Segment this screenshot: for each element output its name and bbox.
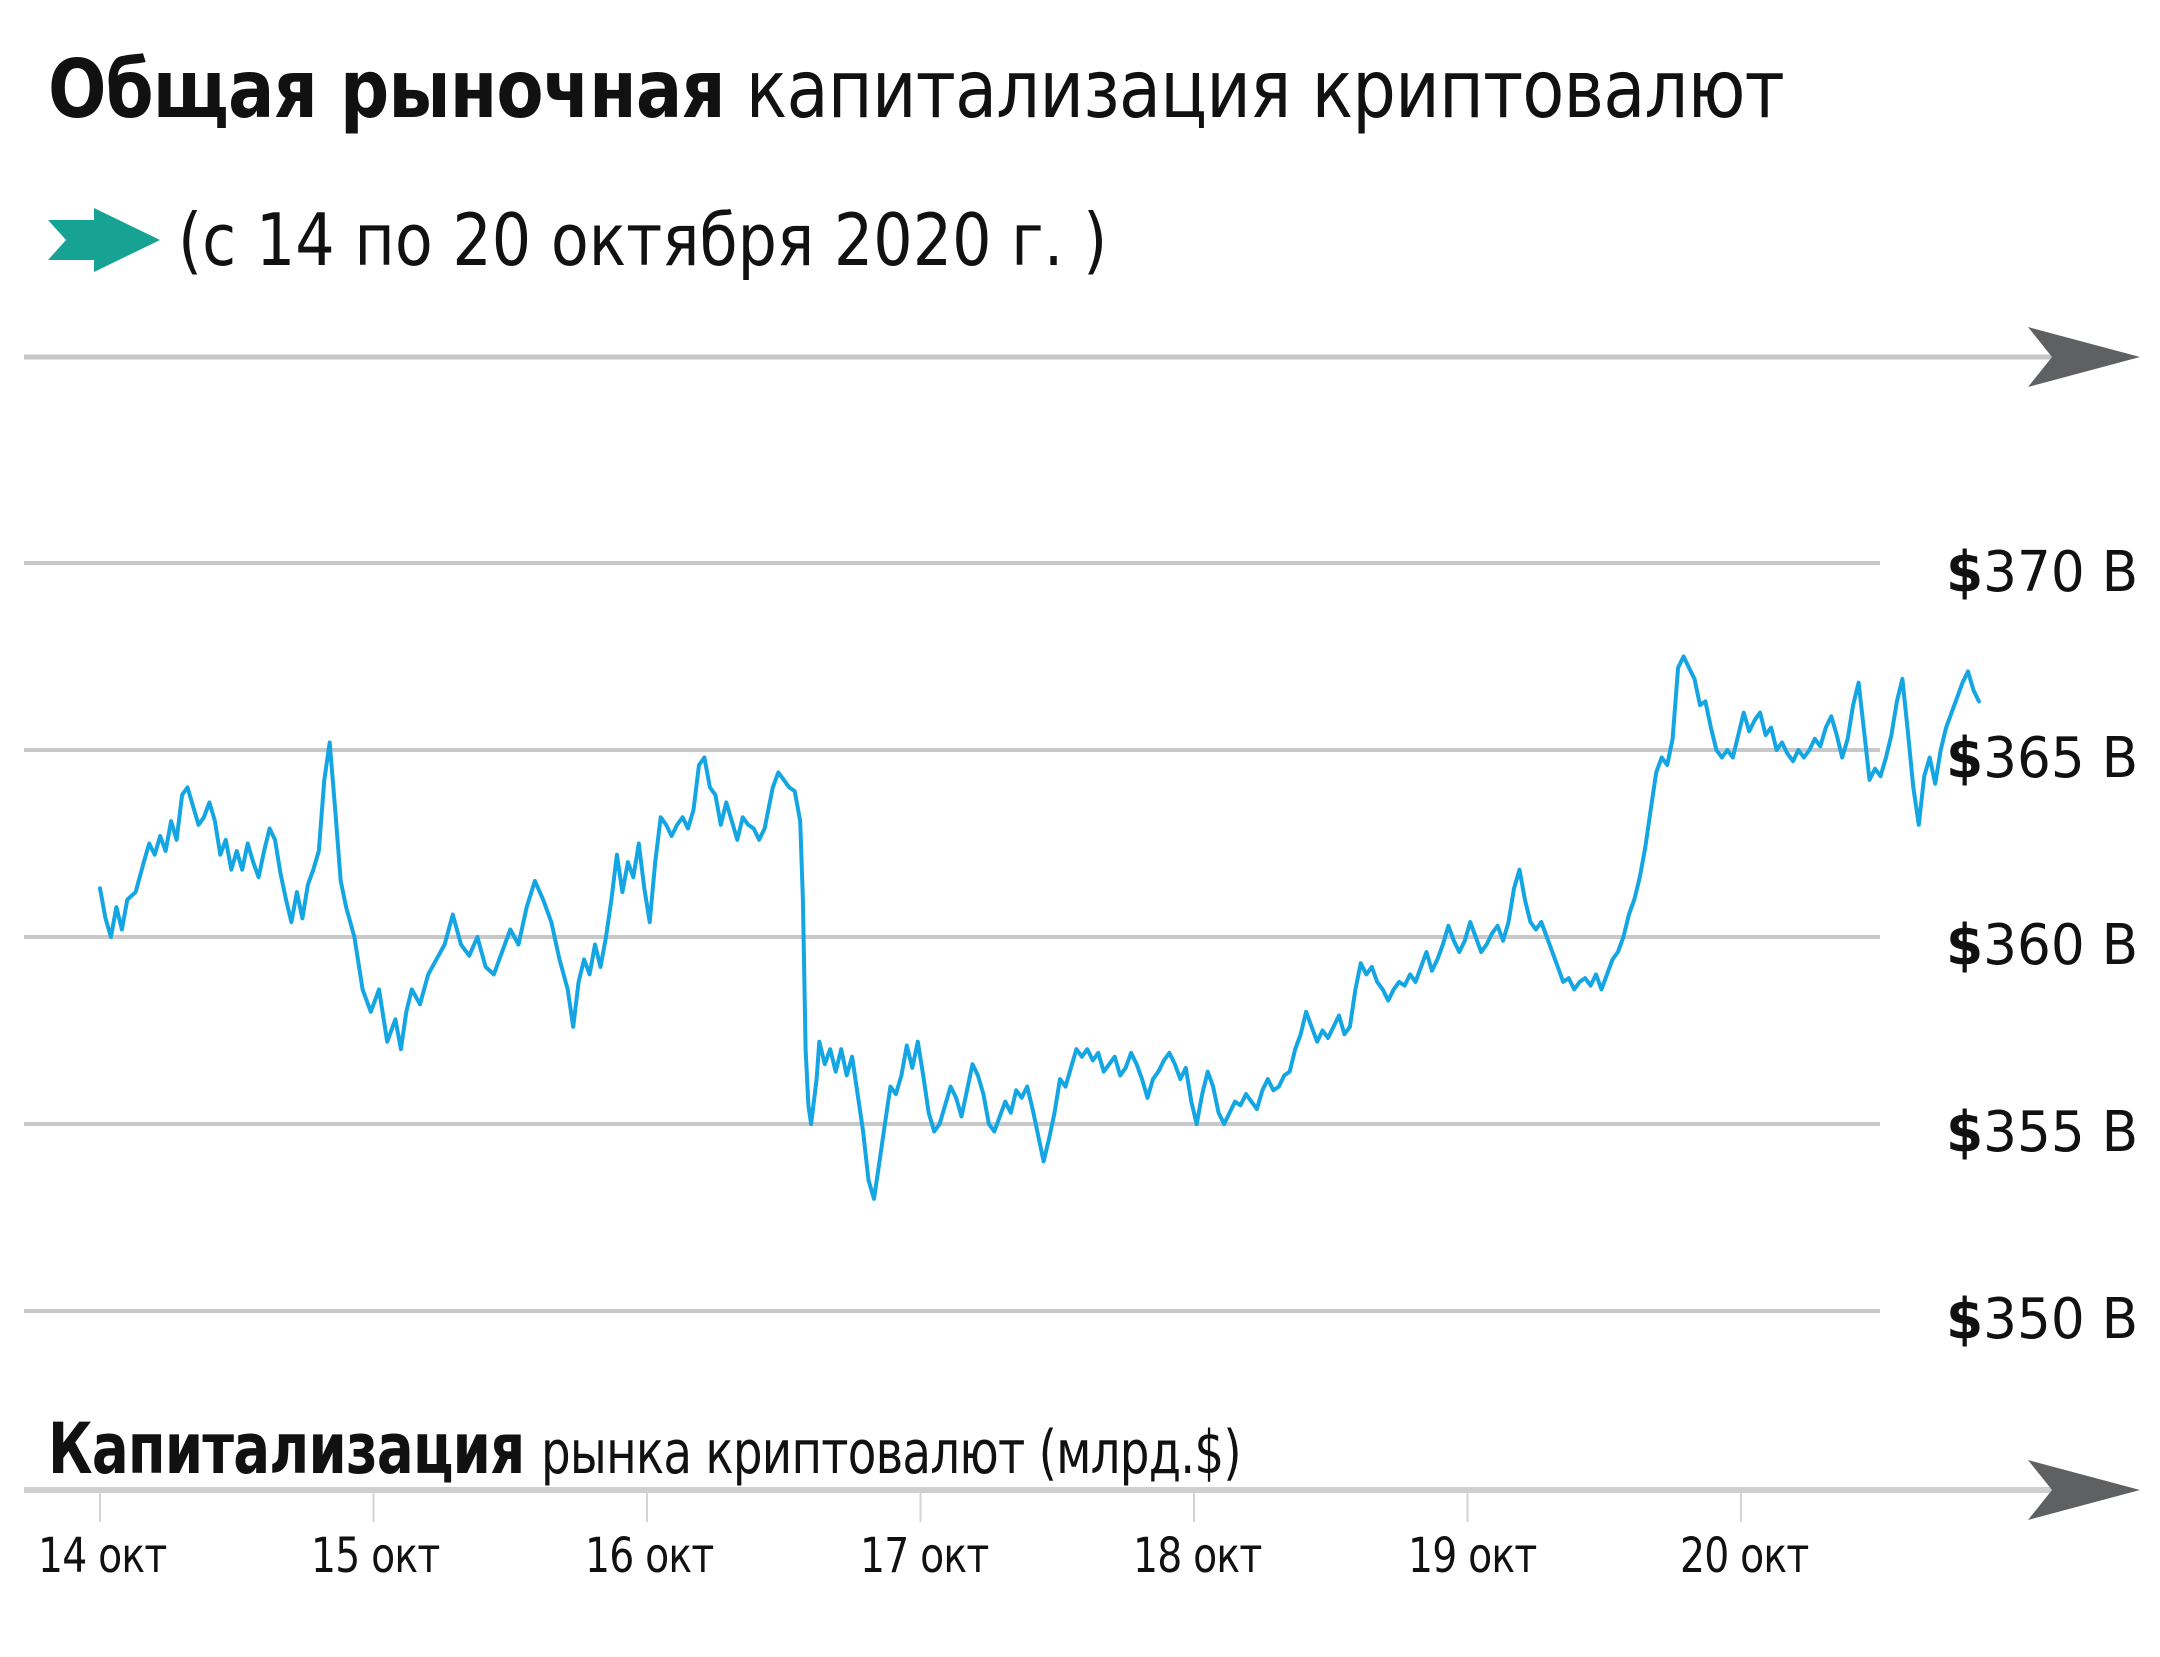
y-label-365: $365 B xyxy=(1946,726,2138,791)
y-label-360: $360 B xyxy=(1946,913,2138,978)
x-label-17: 17 окт xyxy=(860,1528,989,1584)
x-label-18: 18 окт xyxy=(1133,1528,1262,1584)
x-axis-ticks xyxy=(99,1493,1742,1522)
top-separator-arrow xyxy=(24,327,2140,387)
y-label-355: $355 B xyxy=(1946,1100,2138,1165)
subtitle-row: (с 14 по 20 октября 2020 г. ) xyxy=(48,190,1259,290)
chart-subtitle-date-range: (с 14 по 20 октября 2020 г. ) xyxy=(178,198,1108,282)
x-label-19: 19 окт xyxy=(1408,1528,1537,1584)
market-cap-line xyxy=(98,654,1981,1201)
x-label-20: 20 окт xyxy=(1680,1528,1809,1584)
axis-title-regular: рынка криптовалют (млрд.$) xyxy=(540,1418,1242,1488)
teal-arrow-icon xyxy=(48,208,160,272)
y-label-350: $350 B xyxy=(1946,1287,2138,1352)
chart-title: Общая рыночная капитализация криптовалют xyxy=(48,40,1785,140)
x-label-15: 15 окт xyxy=(311,1528,440,1584)
chart-title-regular: капитализация криптовалют xyxy=(745,43,1785,136)
axis-title: Капитализация рынка криптовалют (млрд.$) xyxy=(48,1408,1242,1490)
chart-title-bold: Общая рыночная xyxy=(48,43,726,136)
y-label-370: $370 B xyxy=(1946,540,2138,605)
x-axis-arrow-icon xyxy=(2028,1460,2140,1520)
axis-title-bold: Капитализация xyxy=(48,1408,525,1490)
x-axis xyxy=(24,1460,2140,1522)
x-label-14: 14 окт xyxy=(38,1528,167,1584)
gridlines xyxy=(24,561,1880,1313)
arrow-head-icon xyxy=(2028,327,2140,387)
x-label-16: 16 окт xyxy=(585,1528,714,1584)
